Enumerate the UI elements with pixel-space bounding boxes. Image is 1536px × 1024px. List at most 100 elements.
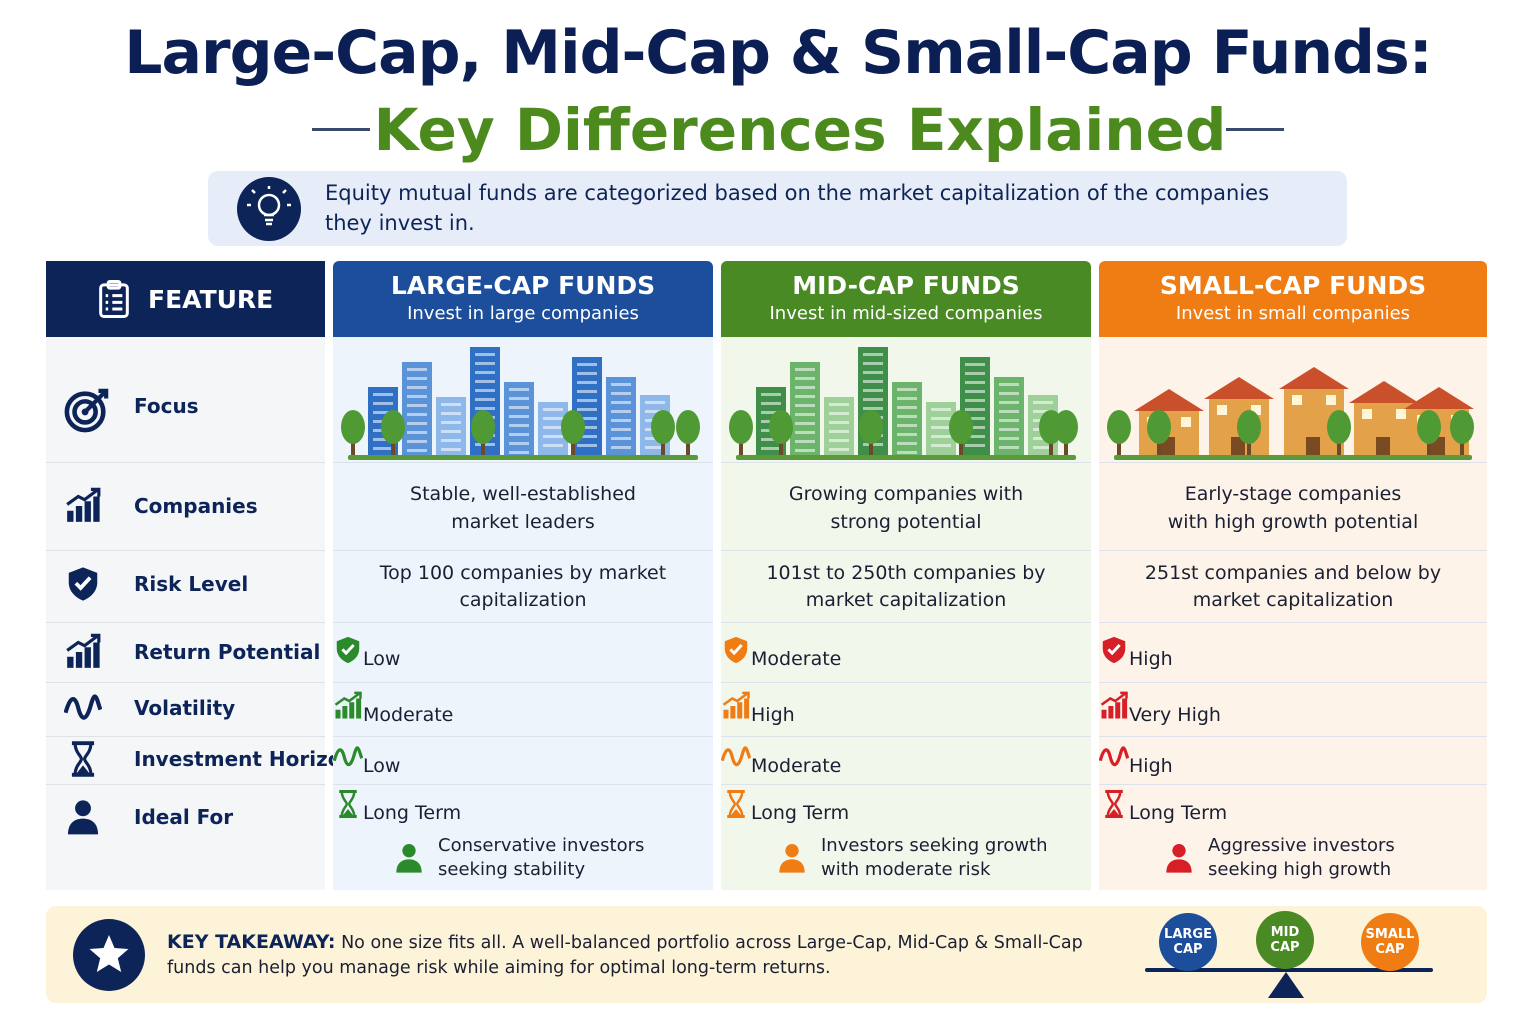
icon-shape	[509, 442, 529, 445]
feature-icon	[64, 387, 109, 433]
icon-shape	[441, 412, 461, 415]
row-divider	[721, 462, 1091, 463]
hourglass-icon	[339, 790, 357, 818]
icon-shape	[571, 437, 575, 457]
icon-shape	[1460, 437, 1464, 457]
icon-shape	[661, 437, 665, 457]
icon-shape	[407, 404, 427, 407]
icon-shape	[1349, 381, 1419, 403]
row-divider	[1099, 784, 1487, 785]
icon-shape	[509, 406, 529, 409]
icon-shape	[736, 455, 1076, 460]
icon-shape	[779, 859, 805, 873]
scale-badge: MID CAP	[1256, 911, 1314, 969]
hourglass-icon	[1105, 790, 1123, 818]
icon-shape	[897, 397, 917, 400]
icon-shape	[645, 410, 665, 413]
icon-shape	[999, 383, 1019, 386]
icon-shape	[829, 448, 849, 451]
icon-shape	[795, 368, 815, 371]
star-icon	[89, 935, 129, 972]
icon-shape	[335, 709, 341, 719]
fund-name: MID-CAP FUNDS	[792, 271, 1020, 300]
icon-shape	[475, 362, 495, 365]
row-divider	[333, 550, 713, 551]
feature-icon	[64, 565, 108, 605]
icon-shape	[341, 643, 355, 656]
icon-shape	[863, 398, 883, 401]
row-divider	[333, 736, 713, 737]
icon-shape	[686, 437, 690, 457]
target-icon	[64, 388, 109, 433]
icon-shape	[348, 455, 698, 460]
icon-row flexrow: Moderate	[721, 635, 1091, 671]
icon-shape	[829, 403, 849, 406]
icon-shape	[577, 381, 597, 384]
takeaway-body: No one size fits all. A well-balanced po…	[167, 933, 1083, 978]
icon-shape	[407, 422, 427, 425]
bars-icon	[334, 691, 362, 719]
skyline-illustration	[341, 347, 700, 460]
icon-shape	[761, 438, 781, 441]
ranking-text: 251st companies and below by market capi…	[1144, 562, 1442, 611]
icon-shape	[75, 800, 91, 817]
icon-shape	[402, 844, 416, 858]
row-divider	[46, 682, 325, 683]
icon-shape	[1396, 409, 1406, 419]
icon-shape	[509, 415, 529, 418]
row-divider	[1099, 550, 1487, 551]
icon-shape	[351, 437, 355, 457]
icon-shape	[795, 440, 815, 443]
icon-shape	[611, 419, 631, 422]
icon-shape	[1114, 455, 1472, 460]
icon-shape	[829, 412, 849, 415]
icon-shape	[475, 371, 495, 374]
icon-shape	[381, 410, 405, 444]
icon-shape	[1147, 410, 1171, 444]
icon-shape	[332, 746, 364, 767]
icon-shape	[999, 419, 1019, 422]
icon-shape	[1134, 389, 1204, 411]
icon-shape	[1049, 437, 1053, 457]
icon-shape	[897, 424, 917, 427]
icon-shape	[509, 424, 529, 427]
icon-shape	[645, 446, 665, 449]
icon-shape	[897, 415, 917, 418]
ideal-text: Aggressive investors seeking high growth	[1208, 835, 1395, 880]
returns-text: High	[751, 704, 795, 726]
feature-header-label: FEATURE	[148, 284, 274, 314]
feature-label: Return Potential	[134, 640, 321, 664]
icon-shape	[1404, 387, 1474, 409]
ideal-text: Investors seeking growth with moderate r…	[821, 835, 1048, 880]
horizon-text: Long Term	[751, 802, 850, 824]
hourglass-icon	[727, 790, 745, 818]
icon-shape	[761, 411, 781, 414]
icon-shape	[869, 437, 873, 457]
icon-shape	[611, 392, 631, 395]
wave-icon	[63, 694, 103, 720]
icon-shape	[931, 417, 951, 420]
icon-shape	[723, 709, 729, 719]
fund-header: LARGE-CAP FUNDS Invest in large companies	[333, 261, 713, 337]
person-icon	[1166, 844, 1192, 873]
row-divider	[721, 622, 1091, 623]
fund-header: MID-CAP FUNDS Invest in mid-sized compani…	[721, 261, 1091, 337]
row-divider	[721, 550, 1091, 551]
bars-icon	[66, 633, 101, 668]
feature-label: Risk Level	[134, 572, 249, 596]
icon-shape	[407, 449, 427, 452]
row-divider	[1099, 736, 1487, 737]
icon-shape	[436, 397, 466, 457]
icon-shape	[611, 383, 631, 386]
icon-shape	[1107, 643, 1121, 656]
icon-shape	[611, 428, 631, 431]
ranking-text: Top 100 companies by market capitalizati…	[379, 562, 667, 611]
wave-icon	[720, 746, 752, 767]
icon-shape	[999, 437, 1019, 440]
title: Large-Cap, Mid-Cap & Small-Cap Funds:	[124, 18, 1432, 88]
icon-shape	[795, 449, 815, 452]
takeaway-text: KEY TAKEAWAY: No one size fits all. A we…	[167, 930, 1117, 981]
icon-shape	[407, 368, 427, 371]
icon-shape	[1109, 809, 1119, 816]
